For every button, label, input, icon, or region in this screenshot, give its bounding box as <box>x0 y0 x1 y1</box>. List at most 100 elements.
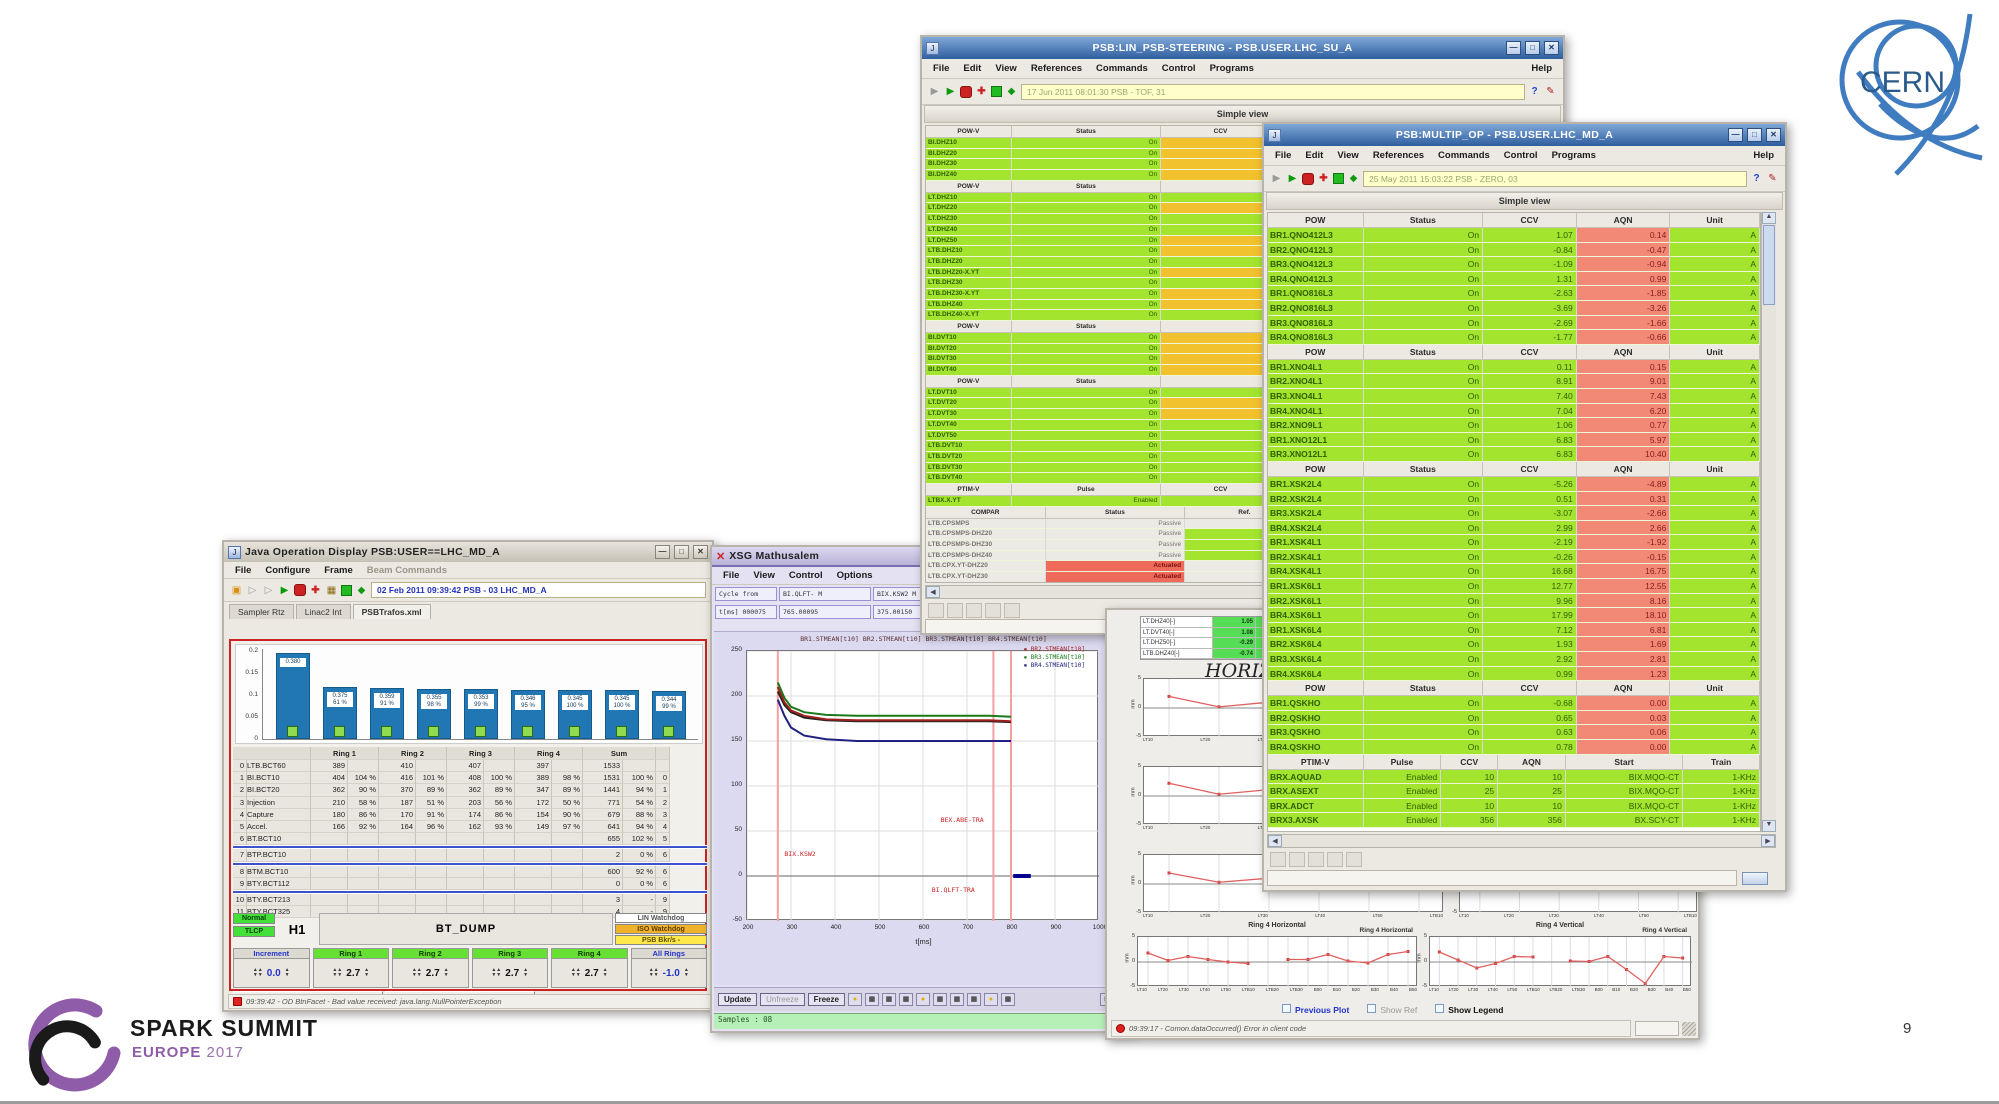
table-row[interactable]: BR1.XNO12L1On6.835.97A <box>1268 433 1760 448</box>
log-icon[interactable]: ▦ <box>325 584 338 597</box>
menu-item-file[interactable]: File <box>228 563 258 578</box>
value-spinner[interactable]: Ring 3▲▲ ▼▼2.7▲ ▼ <box>472 948 549 988</box>
menu-item-file[interactable]: File <box>716 568 746 583</box>
tool-button[interactable] <box>947 603 963 618</box>
table-row[interactable]: 10BTY.BCT2133-9 <box>233 894 707 906</box>
plot-tool-icon[interactable]: ▦ <box>1001 993 1015 1006</box>
plot-tool-icon[interactable]: ▦ <box>865 993 879 1006</box>
menu-item-view[interactable]: View <box>988 61 1023 76</box>
table-row[interactable]: 4Capture18086 %17091 %17486 %15490 %6798… <box>233 809 707 821</box>
play-icon[interactable]: ▶ <box>278 584 291 597</box>
increment-arrows-icon[interactable]: ▲▲ ▼▼ <box>412 968 422 978</box>
table-row[interactable]: BR2.XSK6L1On9.968.16A <box>1268 594 1760 609</box>
scroll-down-icon[interactable]: ▼ <box>1762 820 1776 832</box>
table-row[interactable]: 3Injection21058 %18751 %20356 %17250 %77… <box>233 797 707 809</box>
checkbox-previous-plot[interactable]: Previous Plot <box>1282 1004 1349 1015</box>
minimize-button[interactable]: — <box>1728 128 1743 142</box>
tool-button[interactable] <box>1004 603 1020 618</box>
value-spinner[interactable]: All Rings▲▲ ▼▼-1.0▲ ▼ <box>631 948 708 988</box>
button-unfreeze[interactable]: Unfreeze <box>760 993 804 1006</box>
tab-sampler-rtz[interactable]: Sampler Rtz <box>229 604 294 619</box>
plot-tool-icon[interactable]: ▦ <box>882 993 896 1006</box>
table-row[interactable]: 6BT.BCT10655102 %5 <box>233 833 707 845</box>
table-row[interactable]: BRX.AQUADEnabled1010BIX.MQO-CT1-KHz <box>1268 770 1760 785</box>
menu-item-options[interactable]: Options <box>830 568 880 583</box>
tool-button[interactable] <box>1346 852 1362 867</box>
table-row[interactable]: BR3.QNO412L3On-1.09-0.94A <box>1268 257 1760 272</box>
increment-arrows-icon[interactable]: ▲▲ ▼▼ <box>571 968 581 978</box>
table-row[interactable]: BRX.ADCTEnabled1010BIX.MQO-CT1-KHz <box>1268 799 1760 814</box>
scroll-up-icon[interactable]: ▲ <box>1762 212 1776 224</box>
table-row[interactable]: 9BTY.BCT11200 %6 <box>233 878 707 890</box>
titlebar[interactable]: J Java Operation Display PSB:USER==LHC_M… <box>224 542 712 562</box>
table-row[interactable]: BR2.XNO9L1On1.060.77A <box>1268 418 1760 433</box>
menu-item-programs[interactable]: Programs <box>1203 61 1261 76</box>
increment-arrows-icon[interactable]: ▲▲ ▼▼ <box>253 968 263 978</box>
close-icon[interactable]: ✕ <box>1766 128 1781 142</box>
table-row[interactable]: BR1.XSK6L1On12.7712.55A <box>1268 579 1760 594</box>
button-freeze[interactable]: Freeze <box>808 993 845 1006</box>
table-row[interactable]: 7BTP.BCT1020 %6 <box>233 849 707 861</box>
step-arrows-icon[interactable]: ▲ ▼ <box>603 968 608 978</box>
window-psb-multip-op[interactable]: J PSB:MULTIP_OP - PSB.USER.LHC_MD_A — □ … <box>1262 122 1787 892</box>
table-row[interactable]: BR1.QNO816L3On-2.63-1.85A <box>1268 286 1760 301</box>
menu-item-control[interactable]: Control <box>1155 61 1203 76</box>
table-row[interactable]: 0LTB.BCT603894104073971533 <box>233 760 707 772</box>
step-arrows-icon[interactable]: ▲ ▼ <box>684 968 689 978</box>
help-icon[interactable]: ? <box>1528 85 1541 98</box>
checkbox-icon[interactable] <box>1367 1004 1376 1013</box>
bct-table[interactable]: Ring 1Ring 2Ring 3Ring 4Sum0LTB.BCT60389… <box>233 747 707 918</box>
step-arrows-icon[interactable]: ▲ ▼ <box>444 968 449 978</box>
edit-pencil-icon[interactable]: ✎ <box>1544 85 1557 98</box>
increment-arrows-icon[interactable]: ▲▲ ▼▼ <box>332 968 342 978</box>
checkbox-show-legend[interactable]: Show Legend <box>1435 1004 1503 1015</box>
table-row[interactable]: 8BTM.BCT1060092 %6 <box>233 866 707 878</box>
skip-icon[interactable]: ▶ <box>928 85 941 98</box>
tool-button[interactable] <box>966 603 982 618</box>
menu-item-view[interactable]: View <box>1330 148 1365 163</box>
table-row[interactable]: BR1.XSK4L1On-2.19-1.92A <box>1268 535 1760 550</box>
table-row[interactable]: BRX3.AXSKEnabled356356BX.SCY-CT1-KHz <box>1268 813 1760 828</box>
checkbox-icon[interactable] <box>1282 1004 1291 1013</box>
folder-icon[interactable]: ▣ <box>230 584 243 597</box>
scroll-right-icon[interactable]: ▶ <box>1761 835 1775 847</box>
titlebar[interactable]: J PSB:LIN_PSB-STEERING - PSB.USER.LHC_SU… <box>922 37 1563 59</box>
ring-plot[interactable]: Ring 4 Verticalmm50-5LT10LT20LT30LT40LT5… <box>1429 936 1691 992</box>
minimize-button[interactable]: — <box>1506 41 1521 55</box>
close-icon[interactable]: ✕ <box>1544 41 1559 55</box>
table-row[interactable]: 2BI.BCT2036290 %37089 %36289 %34789 %144… <box>233 784 707 796</box>
menu-item-help[interactable]: Help <box>1524 61 1559 76</box>
plot-tool-icon[interactable]: ▦ <box>950 993 964 1006</box>
tool-button[interactable] <box>1308 852 1324 867</box>
tool-button[interactable] <box>928 603 944 618</box>
table-row[interactable]: BR4.XSK6L4On0.991.23A <box>1268 667 1760 682</box>
stop-icon[interactable] <box>1302 173 1314 185</box>
plot-tool-icon[interactable]: ● <box>916 993 930 1006</box>
step-arrows-icon[interactable]: ▲ ▼ <box>364 968 369 978</box>
tool-button[interactable] <box>1270 852 1286 867</box>
table-row[interactable]: BR1.XNO4L1On0.110.15A <box>1268 360 1760 375</box>
maximize-button[interactable]: □ <box>674 545 689 559</box>
value-spinner[interactable]: Ring 1▲▲ ▼▼2.7▲ ▼ <box>313 948 390 988</box>
table-row[interactable]: BR2.QNO816L3On-3.69-3.26A <box>1268 301 1760 316</box>
plot-tool-icon[interactable]: ● <box>848 993 862 1006</box>
table-row[interactable]: BR3.QSKHOOn0.630.06A <box>1268 725 1760 740</box>
skip-icon[interactable]: ▶ <box>1270 172 1283 185</box>
resize-grip[interactable] <box>1682 1022 1696 1036</box>
plot-tool-icon[interactable]: ▦ <box>967 993 981 1006</box>
scroll-left-icon[interactable]: ◀ <box>1268 835 1282 847</box>
menu-item-references[interactable]: References <box>1366 148 1431 163</box>
maximize-button[interactable]: □ <box>1747 128 1762 142</box>
window-operation-display[interactable]: J Java Operation Display PSB:USER==LHC_M… <box>222 540 714 1012</box>
menu-item-file[interactable]: File <box>1268 148 1298 163</box>
table-row[interactable]: BR4.XNO4L1On7.046.20A <box>1268 404 1760 419</box>
table-row[interactable]: 5Accel.16692 %16496 %16293 %14997 %64194… <box>233 821 707 833</box>
table-row[interactable]: BR1.QNO412L3On1.070.14A <box>1268 228 1760 243</box>
multip-table[interactable]: POWStatusCCVAQNUnitBR1.QNO412L3On1.070.1… <box>1267 212 1761 832</box>
table-row[interactable]: BR2.XNO4L1On8.919.01A <box>1268 374 1760 389</box>
table-row[interactable]: BR2.XSK4L1On-0.26-0.15A <box>1268 550 1760 565</box>
table-row[interactable]: BR2.QSKHOOn0.650.03A <box>1268 711 1760 726</box>
add-icon[interactable]: ✚ <box>1317 172 1330 185</box>
menu-item-configure[interactable]: Configure <box>258 563 317 578</box>
tool-button[interactable] <box>1289 852 1305 867</box>
